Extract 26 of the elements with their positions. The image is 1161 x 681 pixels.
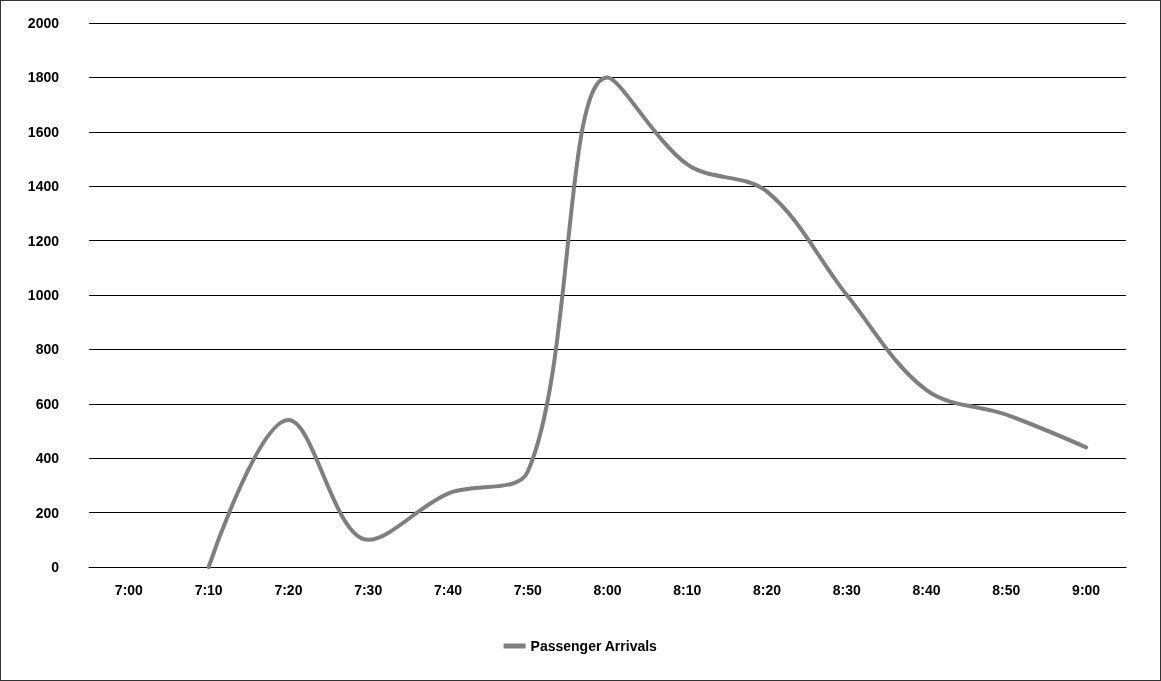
y-tick-label: 200 xyxy=(35,504,60,521)
y-tick-label: 1400 xyxy=(27,178,60,195)
x-tick-label: 8:40 xyxy=(912,582,941,598)
y-tick-label: 1600 xyxy=(27,123,60,140)
y-tick-label: 1200 xyxy=(27,232,60,249)
x-tick-label: 8:00 xyxy=(593,582,622,598)
x-tick-label: 8:50 xyxy=(992,582,1021,598)
y-tick-label: 800 xyxy=(35,341,60,358)
x-tick-label: 7:50 xyxy=(513,582,542,598)
y-tick-label: 0 xyxy=(51,559,60,575)
x-tick-label: 7:10 xyxy=(194,582,223,598)
y-tick-label: 400 xyxy=(35,450,60,467)
line-series xyxy=(206,75,1089,569)
y-tick-label: 2000 xyxy=(27,15,60,31)
x-tick-label: 7:40 xyxy=(433,582,463,598)
x-tick-label: 8:10 xyxy=(673,582,702,598)
y-tick-label: 600 xyxy=(35,395,60,412)
legend-label: Passenger Arrivals xyxy=(530,638,658,654)
x-tick-label: 7:30 xyxy=(354,582,383,598)
y-tick-label: 1800 xyxy=(27,69,60,86)
y-tick-label: 1000 xyxy=(27,287,60,303)
x-tick-label: 8:20 xyxy=(753,582,782,598)
x-tick-label: 9:00 xyxy=(1072,582,1101,598)
x-tick-label: 8:30 xyxy=(832,582,862,598)
x-tick-label: 7:00 xyxy=(114,582,144,598)
x-tick-label: 7:20 xyxy=(274,582,303,598)
